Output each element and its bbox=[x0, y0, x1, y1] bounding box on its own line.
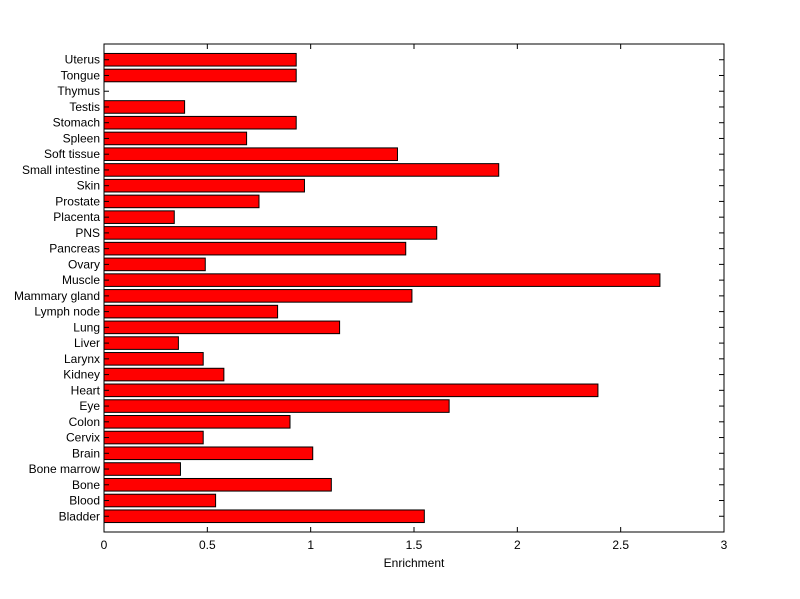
x-tick-label: 1.5 bbox=[406, 538, 423, 552]
bar-lung bbox=[103, 320, 341, 335]
y-tick-label: Skin bbox=[77, 179, 100, 193]
y-tick-label: Soft tissue bbox=[44, 147, 100, 161]
y-tick-label: Kidney bbox=[63, 368, 100, 382]
bar-bone-marrow bbox=[103, 462, 181, 476]
bar-bone bbox=[103, 477, 332, 492]
y-tick-label: Placenta bbox=[53, 210, 100, 224]
y-tick-label: Blood bbox=[69, 494, 100, 508]
y-tick-label: Mammary gland bbox=[14, 289, 100, 303]
y-tick-label: Prostate bbox=[55, 194, 100, 208]
bar-small-intestine bbox=[103, 163, 500, 177]
y-tick-label: Bladder bbox=[59, 509, 100, 523]
bar-eye bbox=[103, 399, 450, 413]
x-tick-label: 3 bbox=[721, 538, 728, 552]
y-tick-label: Lymph node bbox=[34, 305, 100, 319]
y-tick-label: Colon bbox=[69, 415, 100, 429]
bar-kidney bbox=[103, 367, 225, 382]
bar-uterus bbox=[103, 52, 297, 67]
bar-soft-tissue bbox=[103, 147, 398, 161]
bar-liver bbox=[103, 336, 179, 350]
y-tick-label: Bone marrow bbox=[29, 462, 101, 476]
y-tick-label: Bone bbox=[72, 478, 100, 492]
x-axis-label: Enrichment bbox=[384, 556, 445, 570]
bar-testis bbox=[103, 100, 186, 114]
bar-pancreas bbox=[103, 241, 407, 256]
bar-larynx bbox=[103, 352, 204, 366]
bar-pns bbox=[103, 226, 438, 240]
y-tick-label: Eye bbox=[79, 399, 100, 413]
bar-muscle bbox=[103, 273, 661, 287]
bar-blood bbox=[103, 493, 217, 508]
bar-colon bbox=[103, 415, 291, 429]
y-tick-label: Muscle bbox=[62, 273, 100, 287]
y-tick-label: Uterus bbox=[65, 53, 100, 67]
y-tick-label: Larynx bbox=[64, 352, 100, 366]
bar-tongue bbox=[103, 68, 297, 83]
bar-mammary-gland bbox=[103, 289, 413, 303]
x-tick-label: 2.5 bbox=[612, 538, 629, 552]
y-tick-label: Cervix bbox=[66, 431, 100, 445]
bar-lymph-node bbox=[103, 304, 279, 319]
bar-placenta bbox=[103, 210, 175, 224]
y-tick-label: Testis bbox=[69, 100, 100, 114]
x-tick-label: 0 bbox=[101, 538, 108, 552]
x-tick-label: 1 bbox=[307, 538, 314, 552]
plot-frame bbox=[103, 43, 725, 533]
y-tick-label: Lung bbox=[73, 320, 100, 334]
bar-brain bbox=[103, 446, 314, 461]
y-tick-label: Heart bbox=[71, 383, 101, 397]
y-tick-label: Liver bbox=[74, 336, 100, 350]
y-tick-label: Tongue bbox=[61, 68, 101, 82]
y-tick-label: Pancreas bbox=[49, 242, 100, 256]
x-tick-label: 2 bbox=[514, 538, 521, 552]
bar-spleen bbox=[103, 131, 248, 146]
y-tick-label: PNS bbox=[75, 226, 100, 240]
y-tick-label: Small intestine bbox=[22, 163, 100, 177]
x-tick-label: 0.5 bbox=[199, 538, 216, 552]
bar-bladder bbox=[103, 509, 425, 524]
y-tick-label: Ovary bbox=[68, 257, 100, 271]
bar-heart bbox=[103, 383, 599, 398]
bar-skin bbox=[103, 178, 305, 193]
bar-cervix bbox=[103, 430, 204, 445]
y-tick-label: Brain bbox=[72, 446, 100, 460]
y-tick-label: Thymus bbox=[57, 84, 100, 98]
bar-prostate bbox=[103, 194, 260, 209]
bar-ovary bbox=[103, 257, 206, 272]
y-tick-label: Stomach bbox=[53, 116, 100, 130]
bars-group bbox=[103, 52, 661, 524]
y-tick-label: Spleen bbox=[63, 131, 100, 145]
x-tick-labels: 0 0.5 1 1.5 2 2.5 3 bbox=[101, 538, 728, 552]
bar-stomach bbox=[103, 115, 297, 130]
